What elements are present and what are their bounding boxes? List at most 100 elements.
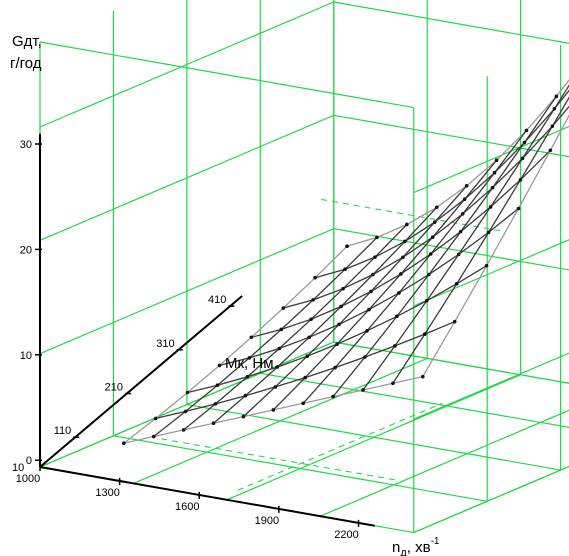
grid-line	[413, 465, 569, 534]
surface-node	[422, 332, 427, 336]
surface-node	[430, 235, 435, 239]
grid-line	[413, 239, 569, 307]
z-axis-label-line2: г/год	[10, 55, 42, 72]
surface-node	[341, 286, 345, 291]
surface-mesh	[122, 79, 569, 446]
surface-node	[241, 414, 246, 419]
x-tick-label: 2200	[334, 529, 358, 541]
surface-node	[313, 275, 317, 280]
surface-node	[391, 381, 395, 386]
y-tick-label: 210	[105, 382, 123, 394]
surface-node	[245, 374, 250, 379]
surface-line	[392, 96, 569, 384]
surface-line	[332, 95, 557, 398]
surface-node	[273, 385, 278, 389]
z-origin-label: 10	[12, 462, 24, 474]
grid-line	[260, 372, 569, 428]
grid-line	[413, 465, 569, 534]
grid-line	[333, 341, 569, 384]
surface-node	[151, 434, 156, 439]
surface-node	[458, 229, 463, 234]
surface-node	[454, 281, 459, 286]
surface-node	[492, 170, 497, 175]
surface-node	[213, 402, 218, 406]
surface-node	[183, 409, 188, 414]
grid-dashed-line	[237, 402, 443, 491]
surface-node	[243, 393, 248, 398]
surface-node	[369, 289, 373, 294]
surface-node	[181, 428, 186, 432]
m-axis	[39, 295, 243, 468]
surface-line	[362, 84, 569, 391]
surface-node	[337, 322, 341, 327]
surface-node	[301, 401, 306, 406]
surface-node	[421, 374, 425, 379]
n-axis	[39, 466, 375, 527]
surface-node	[520, 156, 525, 161]
surface-node	[303, 375, 307, 380]
surface-node	[309, 317, 313, 321]
surface-node	[365, 329, 369, 333]
surface-node	[367, 307, 371, 312]
surface-node	[399, 272, 403, 276]
surface-node	[484, 263, 489, 268]
surface-node	[307, 335, 311, 340]
x-tick-label: 1300	[95, 487, 119, 499]
surface-node	[185, 390, 190, 395]
z-tick-label: 0	[26, 455, 32, 467]
surface-node	[554, 94, 559, 99]
surface-node	[456, 252, 461, 257]
surface-node	[122, 441, 126, 446]
grid-line	[39, 114, 334, 241]
surface-line	[123, 245, 348, 444]
surface-node	[460, 212, 465, 216]
surface-node	[343, 267, 347, 272]
y-tick-label: 110	[54, 425, 72, 437]
z-tick-label: 20	[20, 244, 32, 256]
surface-node	[490, 185, 495, 190]
axis-labels: Gдт, г/год Мк, Нм nд, хв-1	[10, 33, 440, 556]
surface-node	[395, 314, 399, 319]
surface-node	[345, 244, 349, 248]
x-axis-label-unit: , хв	[407, 539, 431, 556]
grid-line	[413, 352, 569, 420]
surface-node	[375, 235, 379, 240]
surface-node	[518, 178, 523, 182]
surface-node	[215, 383, 220, 388]
surface-line	[242, 185, 468, 418]
surface-node	[335, 342, 339, 346]
grid-line	[39, 41, 414, 109]
surface-node	[516, 206, 521, 211]
surface-node	[401, 255, 405, 260]
x-tick-label: 1600	[175, 501, 199, 513]
surface-node	[211, 421, 216, 426]
surface-line	[153, 236, 378, 438]
y-tick-label: 310	[156, 338, 174, 350]
surface-node	[271, 408, 276, 412]
surface-node	[426, 272, 431, 277]
x-tick-label: 1000	[16, 473, 40, 485]
grid-dashed-line	[321, 198, 501, 232]
y-axis-label: Мк, Нм	[225, 355, 274, 372]
grid-dashed-line	[161, 438, 399, 481]
surface-node	[486, 230, 491, 235]
surface-node	[488, 205, 493, 209]
surface-line	[272, 159, 498, 411]
grid-line	[320, 409, 569, 517]
surface-node	[524, 128, 529, 133]
surface-line	[213, 206, 438, 424]
surface-node	[434, 205, 439, 210]
axes: 0102030101000130016001900220011021031041…	[12, 133, 375, 541]
surface-node	[279, 327, 284, 332]
surface-node	[548, 148, 553, 153]
surface-node	[331, 394, 335, 399]
surface-node	[432, 220, 437, 224]
surface-node	[405, 222, 409, 227]
surface-line	[155, 321, 455, 420]
surface-node	[428, 252, 433, 256]
x-tick-label: 1900	[255, 515, 279, 527]
surface-node	[494, 158, 499, 163]
surface-node	[339, 304, 343, 309]
surface-node	[333, 365, 337, 370]
